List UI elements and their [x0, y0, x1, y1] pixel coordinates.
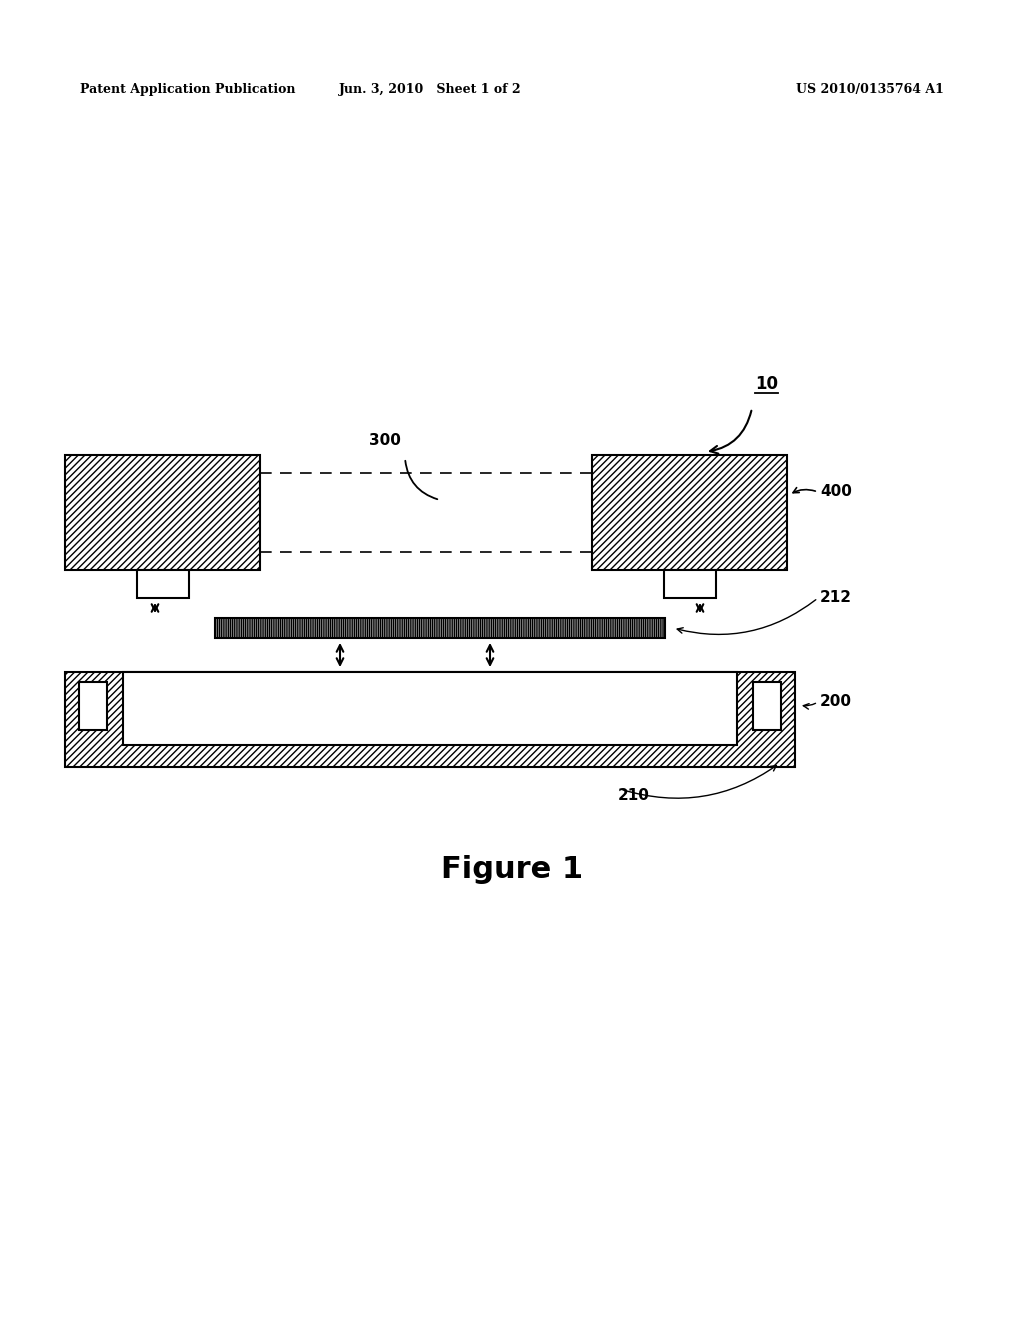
Bar [123, 672, 737, 744]
Text: 10: 10 [755, 375, 778, 393]
Bar [592, 455, 787, 570]
Bar [65, 672, 795, 767]
Bar [136, 570, 188, 598]
Text: Jun. 3, 2010   Sheet 1 of 2: Jun. 3, 2010 Sheet 1 of 2 [339, 83, 521, 96]
Text: US 2010/0135764 A1: US 2010/0135764 A1 [796, 83, 944, 96]
Bar [592, 455, 787, 570]
Bar [65, 672, 795, 767]
Bar [664, 570, 716, 598]
Text: Patent Application Publication: Patent Application Publication [80, 83, 296, 96]
Bar [215, 618, 665, 638]
Text: 212: 212 [820, 590, 852, 606]
Text: 200: 200 [820, 694, 852, 710]
Text: 210: 210 [618, 788, 650, 803]
Bar [65, 455, 260, 570]
Bar [79, 682, 106, 730]
Bar [65, 455, 260, 570]
Bar [753, 682, 781, 730]
Text: 300: 300 [369, 433, 401, 447]
Bar [215, 618, 665, 638]
Text: Figure 1: Figure 1 [441, 855, 583, 884]
Text: 400: 400 [820, 484, 852, 499]
